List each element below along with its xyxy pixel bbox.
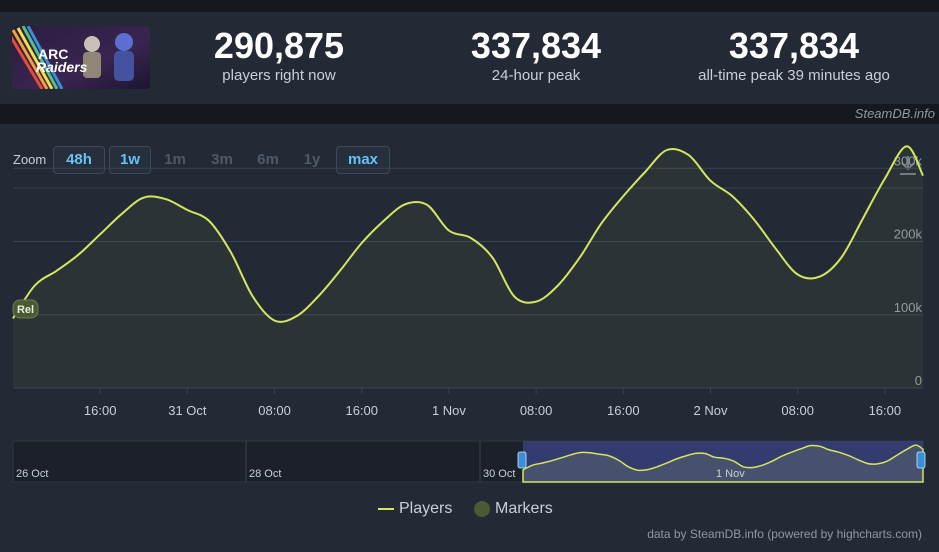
game-art-image: ARC Raiders <box>12 26 150 89</box>
x-tick-label: 16:00 <box>607 403 640 418</box>
navigator-label: 28 Oct <box>249 468 281 480</box>
navigator[interactable]: 26 Oct 28 Oct 30 Oct 1 Nov <box>12 440 926 483</box>
x-tick-label: 16:00 <box>84 403 117 418</box>
navigator-label: 1 Nov <box>716 468 745 480</box>
stat-current-players: 290,875 players right now <box>159 26 399 86</box>
x-tick-label: 1 Nov <box>432 403 466 418</box>
legend-players[interactable]: Players <box>378 500 452 518</box>
navigator-selection[interactable] <box>523 441 923 482</box>
marker-label: Rel <box>17 304 34 316</box>
x-tick-label: 16:00 <box>869 403 902 418</box>
zoom-1w-button[interactable]: 1w <box>109 146 151 174</box>
navigator-handle-left[interactable] <box>517 451 527 469</box>
stats-panel: ARC Raiders 290,875 players right now 33… <box>0 12 939 104</box>
stat-label: all-time peak 39 minutes ago <box>698 67 890 84</box>
y-tick-label: 200k <box>894 227 923 242</box>
x-tick-label: 2 Nov <box>694 403 728 418</box>
legend-marker-icon <box>474 500 490 517</box>
players-area <box>13 146 923 388</box>
stat-value: 337,834 <box>728 25 860 66</box>
gridlines <box>13 167 923 389</box>
navigator-label: 26 Oct <box>16 468 48 480</box>
x-tick-label: 31 Oct <box>168 403 207 418</box>
y-tick-label: 0 <box>915 373 922 388</box>
stat-24h-peak: 337,834 24-hour peak <box>416 26 656 86</box>
zoom-max-button[interactable]: max <box>336 146 390 174</box>
y-tick-label: 100k <box>894 300 923 315</box>
legend-label: Players <box>399 500 453 517</box>
stat-label: 24-hour peak <box>491 67 581 84</box>
legend-markers[interactable]: Markers <box>474 500 553 518</box>
footer-credit[interactable]: data by SteamDB.info (powered by highcha… <box>647 527 922 541</box>
game-thumbnail[interactable]: ARC Raiders <box>12 26 150 89</box>
players-line[interactable] <box>12 145 924 323</box>
legend-label: Markers <box>495 500 553 517</box>
x-tick-label: 08:00 <box>520 403 553 418</box>
zoom-48h-button[interactable]: 48h <box>53 146 105 174</box>
legend-line-icon <box>378 507 394 510</box>
zoom-1m-button[interactable]: 1m <box>164 151 186 168</box>
zoom-6m-button[interactable]: 6m <box>257 151 279 168</box>
navigator-label: 30 Oct <box>483 468 515 480</box>
stat-label: players right now <box>222 67 336 84</box>
x-tick-label: 08:00 <box>781 403 814 418</box>
stat-value: 337,834 <box>470 25 602 66</box>
navigator-line <box>522 444 924 483</box>
x-tick-label: 08:00 <box>258 403 291 418</box>
svg-text:ARC: ARC <box>38 46 68 62</box>
stat-value: 290,875 <box>213 25 345 66</box>
x-axis-ticks: 16:00 31 Oct 08:00 16:00 1 Nov 08:00 16:00 2 No… <box>84 388 901 418</box>
zoom-1y-button[interactable]: 1y <box>303 151 321 168</box>
top-bar <box>0 0 939 12</box>
credit-strip: SteamDB.info <box>0 104 939 124</box>
x-tick-label: 16:00 <box>345 403 378 418</box>
svg-text:Raiders: Raiders <box>36 59 88 75</box>
zoom-label: Zoom <box>13 152 47 167</box>
chart-panel: Zoom 48h 1w 1m 3m 6m 1y max 0 100k 200k 300… <box>0 124 939 552</box>
zoom-3m-button[interactable]: 3m <box>211 151 233 168</box>
navigator-handle-right[interactable] <box>916 451 926 469</box>
steamdb-credit[interactable]: SteamDB.info <box>854 106 935 121</box>
download-icon[interactable] <box>898 154 918 176</box>
release-marker[interactable]: Rel <box>12 299 39 319</box>
stat-all-time-peak: 337,834 all-time peak 39 minutes ago <box>674 26 914 86</box>
